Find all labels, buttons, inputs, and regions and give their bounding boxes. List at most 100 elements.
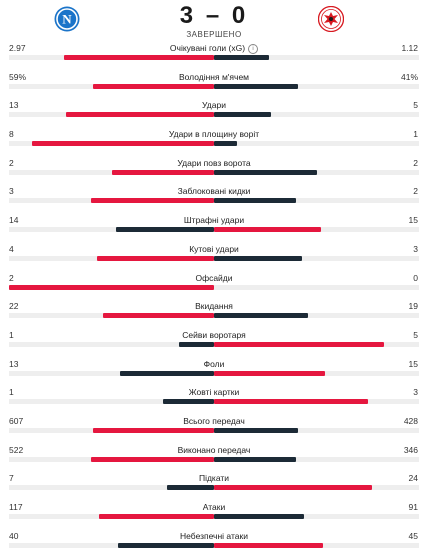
- stat-bar-track: [9, 83, 419, 89]
- stat-label-text: Виконано передач: [177, 444, 251, 455]
- napoli-logo-icon[interactable]: N: [54, 6, 80, 32]
- away-stat-bar: [214, 341, 385, 347]
- stat-row: 13 Удари 5: [0, 97, 428, 126]
- stat-label: Жовті картки: [0, 387, 428, 397]
- home-stat-value: 1: [9, 329, 14, 340]
- stat-label: Удари повз ворота: [0, 158, 428, 168]
- stat-row: 2 Офсайди 0: [0, 270, 428, 299]
- stat-label-text: Володіння м'ячем: [178, 71, 250, 82]
- away-stat-value: 0: [413, 272, 418, 283]
- stat-label: Штрафні удари: [0, 215, 428, 225]
- stat-label: Удари в площину воріт: [0, 129, 428, 139]
- stat-bar-track: [9, 370, 419, 376]
- home-stat-bar: [91, 198, 214, 204]
- stat-bar-track: [9, 485, 419, 491]
- stat-row: 13 Фоли 15: [0, 356, 428, 385]
- home-stat-bar: [119, 370, 214, 376]
- home-stat-bar: [31, 141, 214, 147]
- eintracht-frankfurt-logo-icon[interactable]: [318, 6, 344, 32]
- away-stat-value: 1.12: [401, 43, 418, 53]
- home-stat-bar: [162, 399, 214, 405]
- stat-bar-track: [9, 255, 419, 261]
- away-stat-bar: [214, 370, 325, 376]
- stat-bar-track: [9, 141, 419, 147]
- stat-bar-track: [9, 542, 419, 548]
- home-stat-value: 40: [9, 530, 19, 541]
- home-stat-value: 8: [9, 129, 14, 140]
- home-stat-value: 117: [9, 502, 23, 512]
- stat-label: Підкати: [0, 473, 428, 483]
- home-stat-value: 22: [9, 301, 19, 312]
- info-icon[interactable]: i: [248, 44, 259, 54]
- stat-label: Вкидання: [0, 301, 428, 311]
- stat-label: Кутові удари: [0, 244, 428, 254]
- stat-bar-track: [9, 112, 419, 118]
- match-score: 3 – 0: [179, 2, 249, 29]
- away-stat-bar: [214, 227, 321, 233]
- away-stat-bar: [214, 169, 317, 175]
- stat-row: 2 Удари повз ворота 2: [0, 155, 428, 184]
- away-stat-value: 2: [413, 157, 418, 168]
- away-stat-bar: [214, 83, 299, 89]
- home-stat-bar: [115, 227, 214, 233]
- away-stat-value: 5: [413, 100, 418, 111]
- stat-row: 2.97 Очікувані голи (xG) i 1.12: [0, 40, 428, 69]
- away-stat-bar: [214, 399, 368, 405]
- home-stat-value: 13: [9, 100, 19, 111]
- stat-bar-track: [9, 198, 419, 204]
- home-stat-bar: [64, 55, 214, 60]
- stat-label: Удари: [0, 100, 428, 110]
- away-stat-value: 19: [408, 301, 418, 312]
- home-stat-value: 2: [9, 157, 14, 168]
- stat-label-text: Жовті картки: [188, 387, 240, 398]
- away-stat-value: 3: [413, 387, 418, 398]
- away-stat-bar: [214, 255, 303, 261]
- stat-bar-track: [9, 169, 419, 175]
- home-stat-value: 59%: [9, 71, 27, 82]
- home-stat-value: 3: [9, 186, 14, 197]
- stat-bar-track: [9, 313, 419, 319]
- away-stat-bar: [214, 542, 323, 548]
- stat-row: 607 Всього передач 428: [0, 413, 428, 442]
- away-stat-value: 45: [408, 530, 418, 541]
- stat-label-text: Всього передач: [183, 415, 245, 426]
- away-stat-bar: [214, 485, 372, 491]
- home-stat-bar: [9, 284, 214, 290]
- stat-row: 1 Жовті картки 3: [0, 384, 428, 413]
- home-stat-value: 2: [9, 272, 14, 283]
- away-stat-bar: [214, 112, 272, 118]
- stat-bar-track: [9, 427, 419, 433]
- stat-label-text: Удари в площину воріт: [168, 129, 260, 140]
- stat-row: 1 Сейви воротаря 5: [0, 327, 428, 356]
- stat-row: 59% Володіння м'ячем 41%: [0, 69, 428, 98]
- away-stat-value: 5: [413, 329, 418, 340]
- stat-row: 40 Небезпечні атаки 45: [0, 528, 428, 556]
- home-stat-bar: [117, 542, 214, 548]
- stat-label-text: Штрафні удари: [183, 215, 245, 226]
- stat-label: Атаки: [0, 502, 428, 512]
- stat-label-text: Підкати: [198, 473, 230, 484]
- stat-bar-track: [9, 341, 419, 347]
- stat-label-text: Небезпечні атаки: [180, 530, 248, 541]
- stat-bar-track: [9, 456, 419, 462]
- stat-bar-track: [9, 55, 419, 60]
- stat-bar-track: [9, 399, 419, 405]
- stats-list: 2.97 Очікувані голи (xG) i 1.12 59% Володіння…: [0, 40, 428, 556]
- home-stat-value: 4: [9, 243, 14, 254]
- stat-label-text: Атаки: [202, 502, 226, 512]
- stat-row: 7 Підкати 24: [0, 470, 428, 499]
- stat-label: Фоли: [0, 359, 428, 369]
- away-stat-value: 346: [403, 444, 418, 455]
- away-stat-value: 24: [408, 473, 418, 484]
- stat-bar-track: [9, 284, 419, 290]
- stat-label: Очікувані голи (xG) i: [0, 43, 428, 54]
- svg-text:N: N: [62, 12, 72, 27]
- stat-label-text: Удари: [202, 100, 226, 111]
- stat-row: 8 Удари в площину воріт 1: [0, 126, 428, 155]
- stat-label-text: Заблоковані кидки: [177, 186, 251, 197]
- home-stat-value: 607: [9, 415, 24, 426]
- home-stat-value: 522: [9, 444, 24, 455]
- stat-row: 522 Виконано передач 346: [0, 442, 428, 471]
- stat-label-text: Кутові удари: [189, 243, 239, 254]
- stat-label-text: Вкидання: [195, 301, 233, 312]
